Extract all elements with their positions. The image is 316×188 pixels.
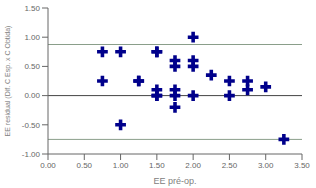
svg-text:2.00: 2.00 bbox=[185, 161, 201, 170]
svg-text:1.00: 1.00 bbox=[24, 33, 40, 42]
svg-text:1.00: 1.00 bbox=[113, 161, 129, 170]
svg-text:EE residual (Dif. C Esp. x C O: EE residual (Dif. C Esp. x C Obtida) bbox=[4, 26, 12, 137]
svg-text:-0.50: -0.50 bbox=[22, 121, 41, 130]
svg-text:2.50: 2.50 bbox=[222, 161, 238, 170]
svg-text:3.00: 3.00 bbox=[258, 161, 274, 170]
svg-text:1.50: 1.50 bbox=[149, 161, 165, 170]
svg-text:0.00: 0.00 bbox=[40, 161, 56, 170]
svg-text:EE pré-op.: EE pré-op. bbox=[153, 176, 196, 186]
svg-text:-1.00: -1.00 bbox=[22, 150, 41, 159]
svg-text:0.50: 0.50 bbox=[24, 62, 40, 71]
svg-text:3.50: 3.50 bbox=[294, 161, 310, 170]
svg-text:0.50: 0.50 bbox=[76, 161, 92, 170]
svg-text:0.00: 0.00 bbox=[24, 91, 40, 100]
svg-text:1.50: 1.50 bbox=[24, 4, 40, 13]
